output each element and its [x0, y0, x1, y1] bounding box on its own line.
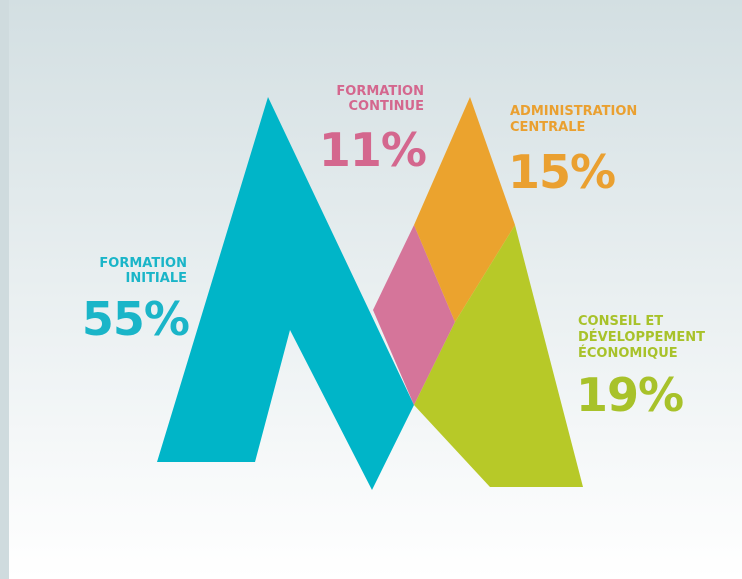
- percentage: 55%: [82, 292, 189, 346]
- left-border: [0, 0, 9, 579]
- label-line: CENTRALE: [510, 120, 585, 135]
- label-line: ADMINISTRATION: [510, 104, 637, 119]
- label-continue: FORMATION CONTINUE 11%: [319, 84, 427, 177]
- label-line: FORMATION: [336, 84, 424, 99]
- label-initiale: FORMATION INITIALE 55%: [82, 256, 190, 346]
- segment-administration: [414, 97, 515, 322]
- label-line: INITIALE: [126, 271, 187, 286]
- label-line: DÉVELOPPEMENT: [578, 329, 705, 345]
- percentage: 15%: [508, 145, 615, 199]
- percentage: 19%: [576, 368, 683, 422]
- label-administration: ADMINISTRATION CENTRALE 15%: [508, 104, 637, 199]
- segment-initiale: [157, 97, 414, 490]
- label-line: CONTINUE: [349, 99, 425, 114]
- segment-conseil: [414, 225, 583, 487]
- label-line: CONSEIL ET: [578, 314, 663, 329]
- label-line: ÉCONOMIQUE: [578, 345, 678, 361]
- label-line: FORMATION: [99, 256, 187, 271]
- label-conseil: CONSEIL ET DÉVELOPPEMENT ÉCONOMIQUE 19%: [576, 314, 705, 422]
- percentage: 11%: [319, 123, 426, 177]
- segment-continue: [373, 225, 455, 405]
